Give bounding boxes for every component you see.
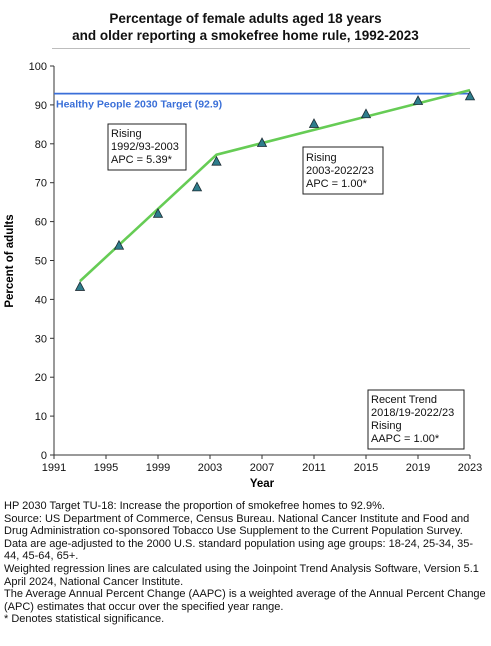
x-tick-label: 2003	[198, 462, 222, 474]
x-tick-label: 2019	[406, 462, 430, 474]
data-point-triangle	[412, 95, 424, 105]
y-tick-label: 0	[41, 450, 47, 462]
svg-text:Recent Trend 2018/19-2: Recent Trend 2018/19-2022/23 Rising AAPC…	[371, 394, 457, 445]
x-tick-label: 2015	[354, 462, 378, 474]
data-point-triangle	[152, 207, 164, 218]
y-ticks: 0 10 20 30 40 50 60 70 80 90 100	[29, 61, 54, 462]
data-point-triangle	[464, 90, 476, 101]
annotation-box-2: Rising 2003-2022/23 APC = 1.00*	[302, 146, 384, 195]
data-point-triangle	[360, 108, 372, 119]
annotation-2-line-2: 2003-2022/23	[306, 165, 374, 177]
x-tick-label: 1999	[146, 462, 170, 474]
footnote-age-adjusted: Data are age-adjusted to the 2000 U.S. s…	[4, 537, 474, 563]
annotation-1-line-3: APC = 5.39*	[111, 154, 173, 166]
y-tick-label: 60	[35, 217, 47, 229]
footnote-source: Source: US Department of Commerce, Censu…	[4, 512, 470, 538]
y-tick-label: 80	[35, 139, 47, 151]
svg-text:Rising 1992/93-2003: Rising 1992/93-2003 APC = 5.39*	[111, 128, 182, 166]
y-tick-label: 70	[35, 178, 47, 190]
x-tick-label: 2007	[250, 462, 274, 474]
data-point-triangle	[211, 155, 222, 166]
data-point-triangle	[113, 239, 125, 250]
target-label: Healthy People 2030 Target (92.9)	[56, 99, 222, 111]
data-points	[74, 90, 476, 291]
y-tick-label: 30	[35, 333, 47, 345]
annotation-1-line-1: Rising	[111, 128, 142, 140]
data-point-triangle	[308, 118, 320, 128]
trend-line	[79, 88, 471, 283]
y-tick-label: 90	[35, 100, 47, 112]
y-tick-label: 100	[29, 61, 47, 73]
annotation-2-line-3: APC = 1.00*	[306, 178, 368, 190]
title-divider	[52, 48, 470, 49]
footnote-target: HP 2030 Target TU-18: Increase the propo…	[4, 500, 385, 512]
x-tick-label: 2023	[458, 462, 482, 474]
x-tick-label: 2011	[302, 462, 326, 474]
chart-title-line-1: Percentage of female adults aged 18 year…	[109, 11, 382, 26]
footnote-significance: * Denotes statistical significance.	[4, 613, 165, 626]
annotation-1-line-2: 1992/93-2003	[111, 141, 179, 153]
annotation-3-line-2: 2018/19-2022/23	[371, 407, 454, 419]
data-point-triangle	[74, 281, 86, 291]
y-tick-label: 40	[35, 294, 47, 306]
annotation-3-line-4: AAPC = 1.00*	[371, 433, 440, 445]
annotation-box-1: Rising 1992/93-2003 APC = 5.39*	[107, 123, 187, 171]
chart: 0 10 20 30 40 50 60 70 80 90 100 1991 1995 1999 2003 2…	[4, 61, 483, 490]
x-tick-label: 1991	[42, 462, 66, 474]
chart-title: Percentage of female adults aged 18 year…	[0, 10, 491, 44]
footnote-aapc: The Average Annual Percent Change (AAPC)…	[4, 588, 486, 613]
svg-text:Rising 2003-2022/23: Rising 2003-2022/23 APC = 1.00*	[306, 152, 377, 190]
data-point-triangle	[191, 181, 203, 192]
plot-area: 0 10 20 30 40 50 60 70 80 90 100 1991 1995 1999 2003 2…	[29, 61, 483, 474]
x-ticks: 1991 1995 1999 2003 2007 2011 2015 2019 2023	[42, 455, 482, 474]
x-tick-label: 1995	[94, 462, 118, 474]
y-tick-label: 10	[35, 411, 47, 423]
x-axis-label: Year	[250, 478, 275, 490]
annotation-3-line-1: Recent Trend	[371, 394, 437, 406]
y-tick-label: 20	[35, 372, 47, 384]
data-point-triangle	[256, 137, 268, 147]
y-axis-label: Percent of adults	[4, 214, 16, 307]
annotation-2-line-1: Rising	[306, 152, 337, 164]
footnotes: HP 2030 Target TU-18: Increase the propo…	[4, 500, 488, 626]
annotation-box-3: Recent Trend 2018/19-2022/23 Rising AAPC…	[367, 389, 465, 450]
y-tick-label: 50	[35, 256, 47, 268]
footnote-joinpoint: Weighted regression lines are calculated…	[4, 562, 479, 588]
chart-title-line-2: and older reporting a smokefree home rul…	[72, 28, 419, 43]
annotation-3-line-3: Rising	[371, 420, 402, 432]
